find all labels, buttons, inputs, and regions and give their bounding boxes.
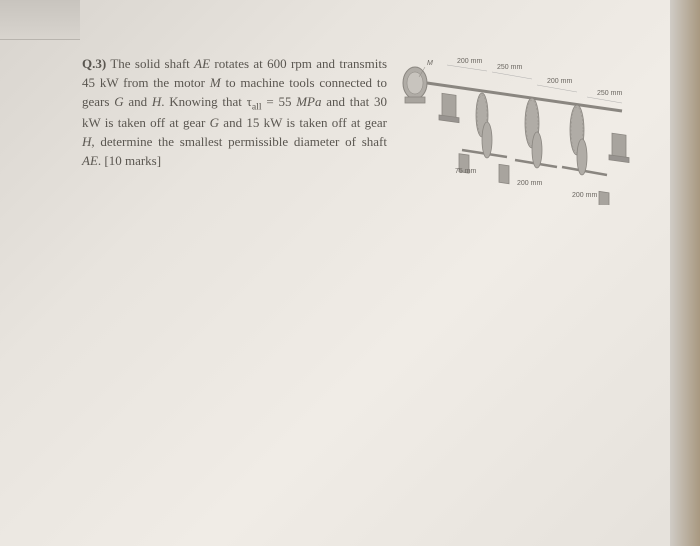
page-binding-edge [0, 0, 80, 40]
bearing-1 [439, 93, 459, 122]
desk-surface [670, 0, 700, 546]
dim-label-b3: 200 mm [572, 192, 597, 199]
shaft-diagram: M [397, 55, 642, 205]
question-text: Q.3) The solid shaft AE rotates at 600 r… [82, 55, 387, 205]
question-body: The solid shaft AE rotates at 600 rpm an… [82, 56, 387, 168]
motor-label: M [427, 60, 433, 67]
dim-label-b1: 75 mm [455, 168, 477, 175]
dim-label-3: 200 mm [547, 78, 572, 85]
motor-icon [403, 67, 427, 103]
dim-label-4: 250 mm [597, 90, 622, 97]
content-area: Q.3) The solid shaft AE rotates at 600 r… [82, 55, 642, 205]
secondary-shaft-2 [515, 132, 557, 168]
dim-label-b2: 200 mm [517, 180, 542, 187]
dim-label-2: 250 mm [497, 64, 522, 71]
diagram-svg: M [397, 55, 642, 205]
dim-label-1: 200 mm [457, 58, 482, 65]
question-label: Q.3) [82, 56, 106, 71]
bearing-end [609, 133, 629, 162]
